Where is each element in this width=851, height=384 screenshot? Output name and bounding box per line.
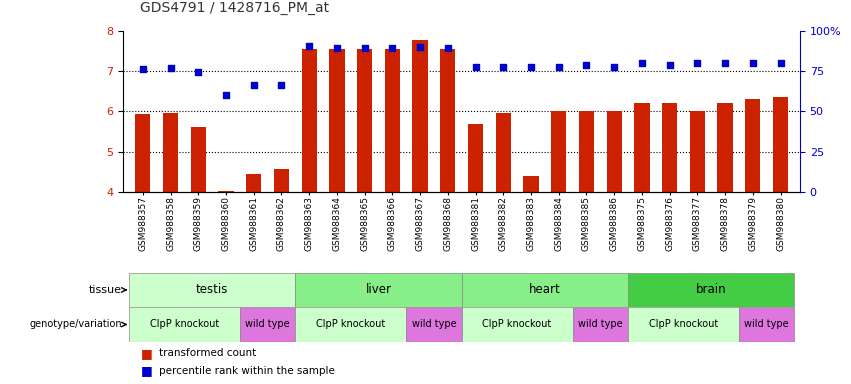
Point: [469, 64, 483, 70]
Bar: [406, 307, 461, 342]
Text: ClpP knockout: ClpP knockout: [150, 319, 219, 329]
Text: wild type: wild type: [745, 319, 789, 329]
Text: testis: testis: [196, 283, 228, 296]
Text: liver: liver: [365, 283, 391, 296]
Point: [524, 64, 538, 70]
Point: [163, 65, 177, 71]
Bar: [634, 103, 649, 192]
Bar: [385, 49, 400, 192]
Text: wild type: wild type: [578, 319, 623, 329]
Bar: [495, 113, 511, 192]
Point: [746, 60, 760, 66]
Point: [357, 45, 371, 51]
Bar: [357, 49, 372, 192]
Point: [247, 82, 260, 88]
Bar: [295, 273, 461, 307]
Bar: [745, 99, 761, 192]
Text: ClpP knockout: ClpP knockout: [316, 319, 386, 329]
Point: [774, 60, 787, 66]
Bar: [413, 40, 428, 192]
Bar: [274, 169, 289, 192]
Text: genotype/variation: genotype/variation: [30, 319, 122, 329]
Point: [330, 45, 344, 51]
Point: [136, 66, 150, 72]
Bar: [461, 273, 628, 307]
Bar: [628, 273, 794, 307]
Bar: [246, 174, 261, 192]
Point: [718, 60, 732, 66]
Point: [220, 92, 233, 98]
Bar: [662, 103, 677, 192]
Point: [635, 60, 648, 66]
Point: [386, 45, 399, 51]
Bar: [689, 111, 705, 192]
Text: tissue: tissue: [89, 285, 122, 295]
Bar: [468, 124, 483, 192]
Bar: [628, 307, 739, 342]
Bar: [191, 127, 206, 192]
Text: ClpP knockout: ClpP knockout: [483, 319, 551, 329]
Text: transformed count: transformed count: [159, 348, 256, 358]
Bar: [135, 114, 151, 192]
Point: [690, 60, 704, 66]
Text: ClpP knockout: ClpP knockout: [648, 319, 718, 329]
Text: ■: ■: [140, 364, 152, 377]
Bar: [219, 191, 234, 192]
Text: brain: brain: [696, 283, 727, 296]
Text: percentile rank within the sample: percentile rank within the sample: [159, 366, 335, 376]
Bar: [739, 307, 794, 342]
Text: wild type: wild type: [245, 319, 290, 329]
Text: heart: heart: [529, 283, 561, 296]
Bar: [163, 113, 178, 192]
Bar: [773, 97, 788, 192]
Bar: [295, 307, 406, 342]
Point: [608, 64, 621, 70]
Bar: [607, 111, 622, 192]
Bar: [329, 49, 345, 192]
Bar: [240, 307, 295, 342]
Text: GDS4791 / 1428716_PM_at: GDS4791 / 1428716_PM_at: [140, 2, 329, 15]
Bar: [461, 307, 573, 342]
Bar: [579, 111, 594, 192]
Text: ■: ■: [140, 347, 152, 360]
Bar: [573, 307, 628, 342]
Point: [302, 43, 316, 49]
Point: [663, 62, 677, 68]
Bar: [129, 307, 240, 342]
Point: [191, 69, 205, 75]
Point: [580, 62, 593, 68]
Bar: [440, 49, 455, 192]
Point: [275, 82, 288, 88]
Bar: [129, 273, 295, 307]
Bar: [551, 111, 566, 192]
Bar: [301, 49, 317, 192]
Bar: [717, 103, 733, 192]
Text: wild type: wild type: [412, 319, 456, 329]
Point: [414, 44, 427, 50]
Bar: [523, 176, 539, 192]
Point: [441, 45, 454, 51]
Point: [552, 64, 566, 70]
Point: [496, 64, 510, 70]
